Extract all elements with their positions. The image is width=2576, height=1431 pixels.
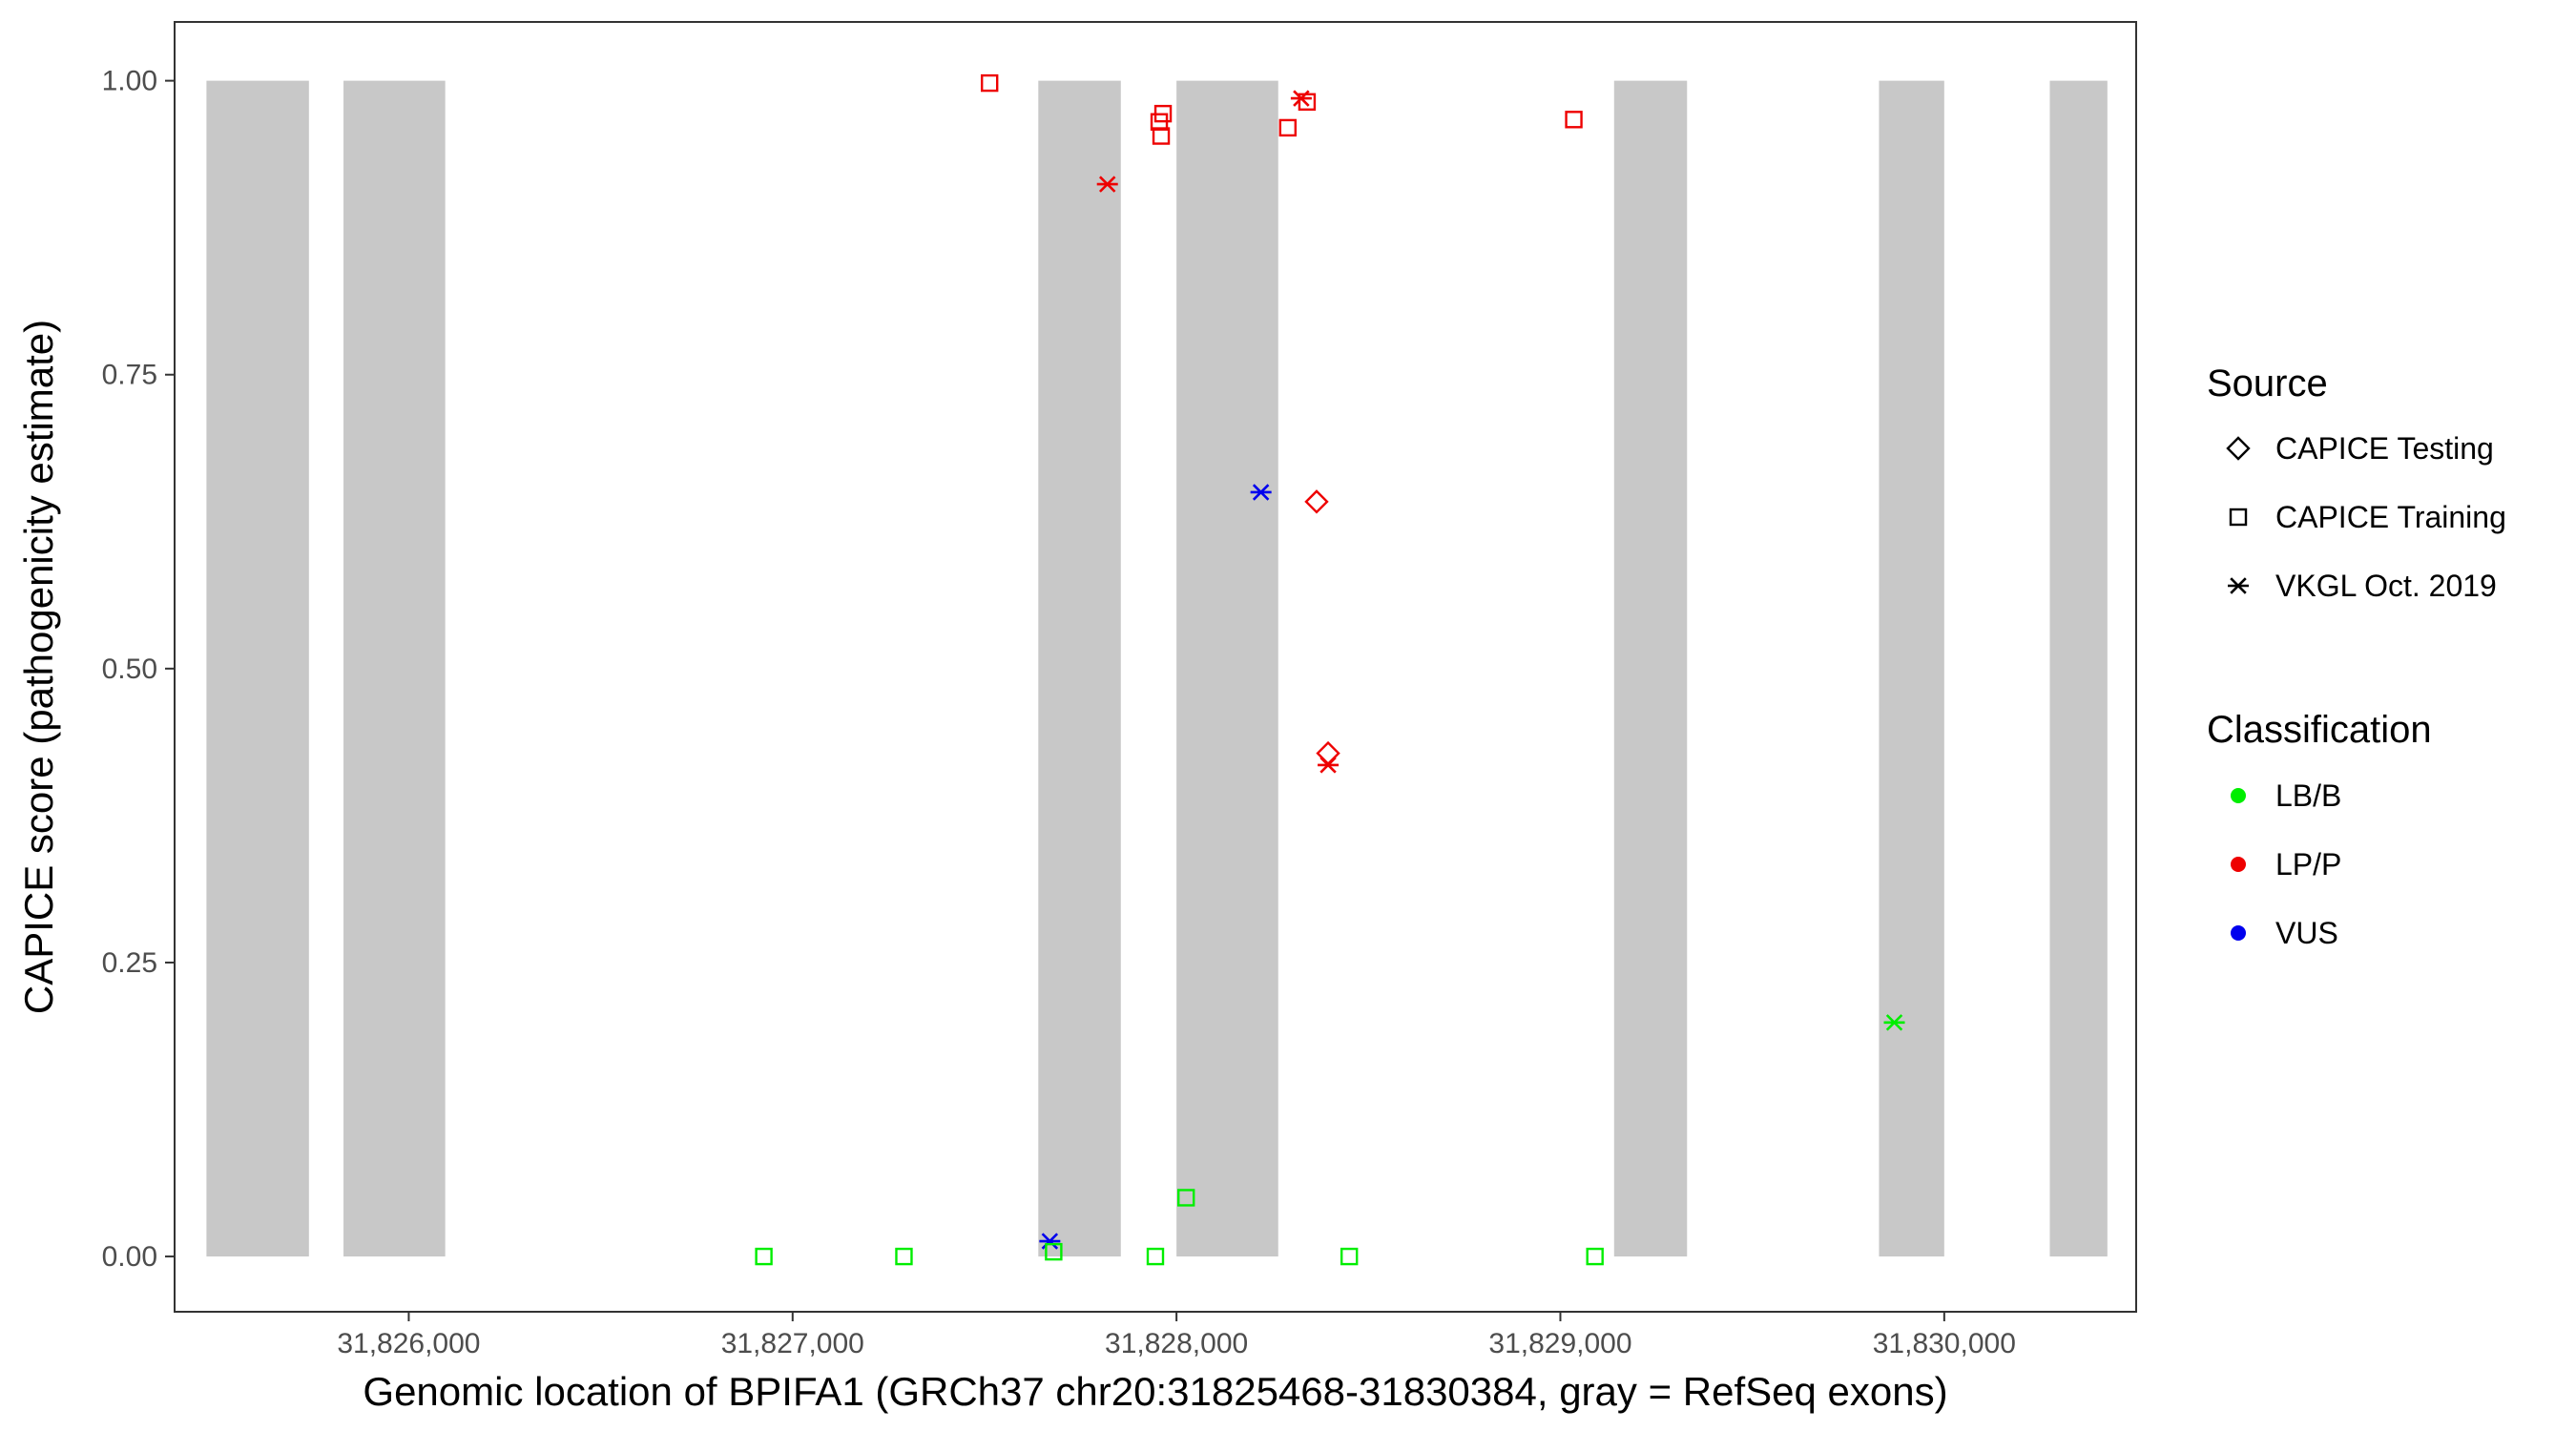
legend-key-asterisk xyxy=(2228,577,2249,594)
legend-label-source: VKGL Oct. 2019 xyxy=(2275,569,2497,603)
legend-key-color xyxy=(2231,788,2246,803)
data-point xyxy=(1153,104,1173,123)
exon-bar xyxy=(2049,80,2108,1257)
data-point xyxy=(1318,757,1340,774)
legend-title-source: Source xyxy=(2207,363,2328,404)
data-point xyxy=(1045,1242,1063,1261)
y-tick-label: 0.00 xyxy=(102,1241,157,1273)
data-point xyxy=(1304,489,1329,514)
legend-label-source: CAPICE Testing xyxy=(2275,431,2494,466)
exon-bar xyxy=(1879,80,1944,1257)
legend-key-color xyxy=(2231,925,2246,941)
x-axis-title: Genomic location of BPIFA1 (GRCh37 chr20… xyxy=(363,1369,1947,1414)
x-tick-label: 31,829,000 xyxy=(1488,1328,1631,1359)
data-point xyxy=(1152,127,1171,145)
exon-bar xyxy=(1038,80,1121,1257)
data-point xyxy=(1250,484,1272,501)
legend-key-diamond xyxy=(2226,436,2251,461)
exon-bar xyxy=(206,80,309,1257)
data-point xyxy=(980,73,999,93)
x-tick-label: 31,826,000 xyxy=(337,1328,480,1359)
x-tick-label: 31,830,000 xyxy=(1873,1328,2016,1359)
y-tick-label: 0.75 xyxy=(102,360,157,391)
data-point xyxy=(1176,1189,1195,1207)
legend-label-class: LB/B xyxy=(2275,778,2341,813)
legend: Source CAPICE Testing CAPICE Training VKGL… xyxy=(2207,363,2506,950)
y-axis: 0.00 0.25 0.50 0.75 1.00 xyxy=(102,66,175,1273)
x-tick-label: 31,828,000 xyxy=(1105,1328,1248,1359)
data-point xyxy=(755,1247,773,1266)
y-tick-label: 1.00 xyxy=(102,66,157,97)
legend-label-source: CAPICE Training xyxy=(2275,500,2506,534)
x-tick-label: 31,827,000 xyxy=(721,1328,864,1359)
y-axis-title: CAPICE score (pathogenicity estimate) xyxy=(16,320,61,1014)
legend-label-class: VUS xyxy=(2275,916,2338,950)
data-point xyxy=(1290,90,1312,107)
data-point xyxy=(1586,1247,1604,1266)
y-tick-label: 0.50 xyxy=(102,653,157,685)
exon-bar xyxy=(1613,80,1688,1257)
data-point xyxy=(1340,1247,1359,1266)
data-point xyxy=(1883,1014,1905,1031)
data-point xyxy=(1146,1247,1165,1266)
plot-panel-border xyxy=(174,21,2137,1313)
data-point xyxy=(1039,1233,1061,1250)
legend-key-square xyxy=(2229,508,2248,527)
exon-layer xyxy=(206,80,2108,1257)
data-point xyxy=(1565,111,1583,129)
data-point xyxy=(1278,118,1298,137)
x-axis: 31,826,000 31,827,000 31,828,000 31,829,000… xyxy=(337,1312,2016,1359)
legend-title-classification: Classification xyxy=(2207,709,2432,751)
y-tick-label: 0.25 xyxy=(102,947,157,979)
data-point xyxy=(1316,740,1340,766)
legend-label-class: LP/P xyxy=(2275,847,2341,881)
legend-key-color xyxy=(2231,857,2246,872)
data-point xyxy=(895,1247,913,1266)
point-layer xyxy=(755,73,1905,1266)
exon-bar xyxy=(1176,80,1278,1257)
exon-bar xyxy=(343,80,446,1257)
data-point xyxy=(1096,176,1118,193)
